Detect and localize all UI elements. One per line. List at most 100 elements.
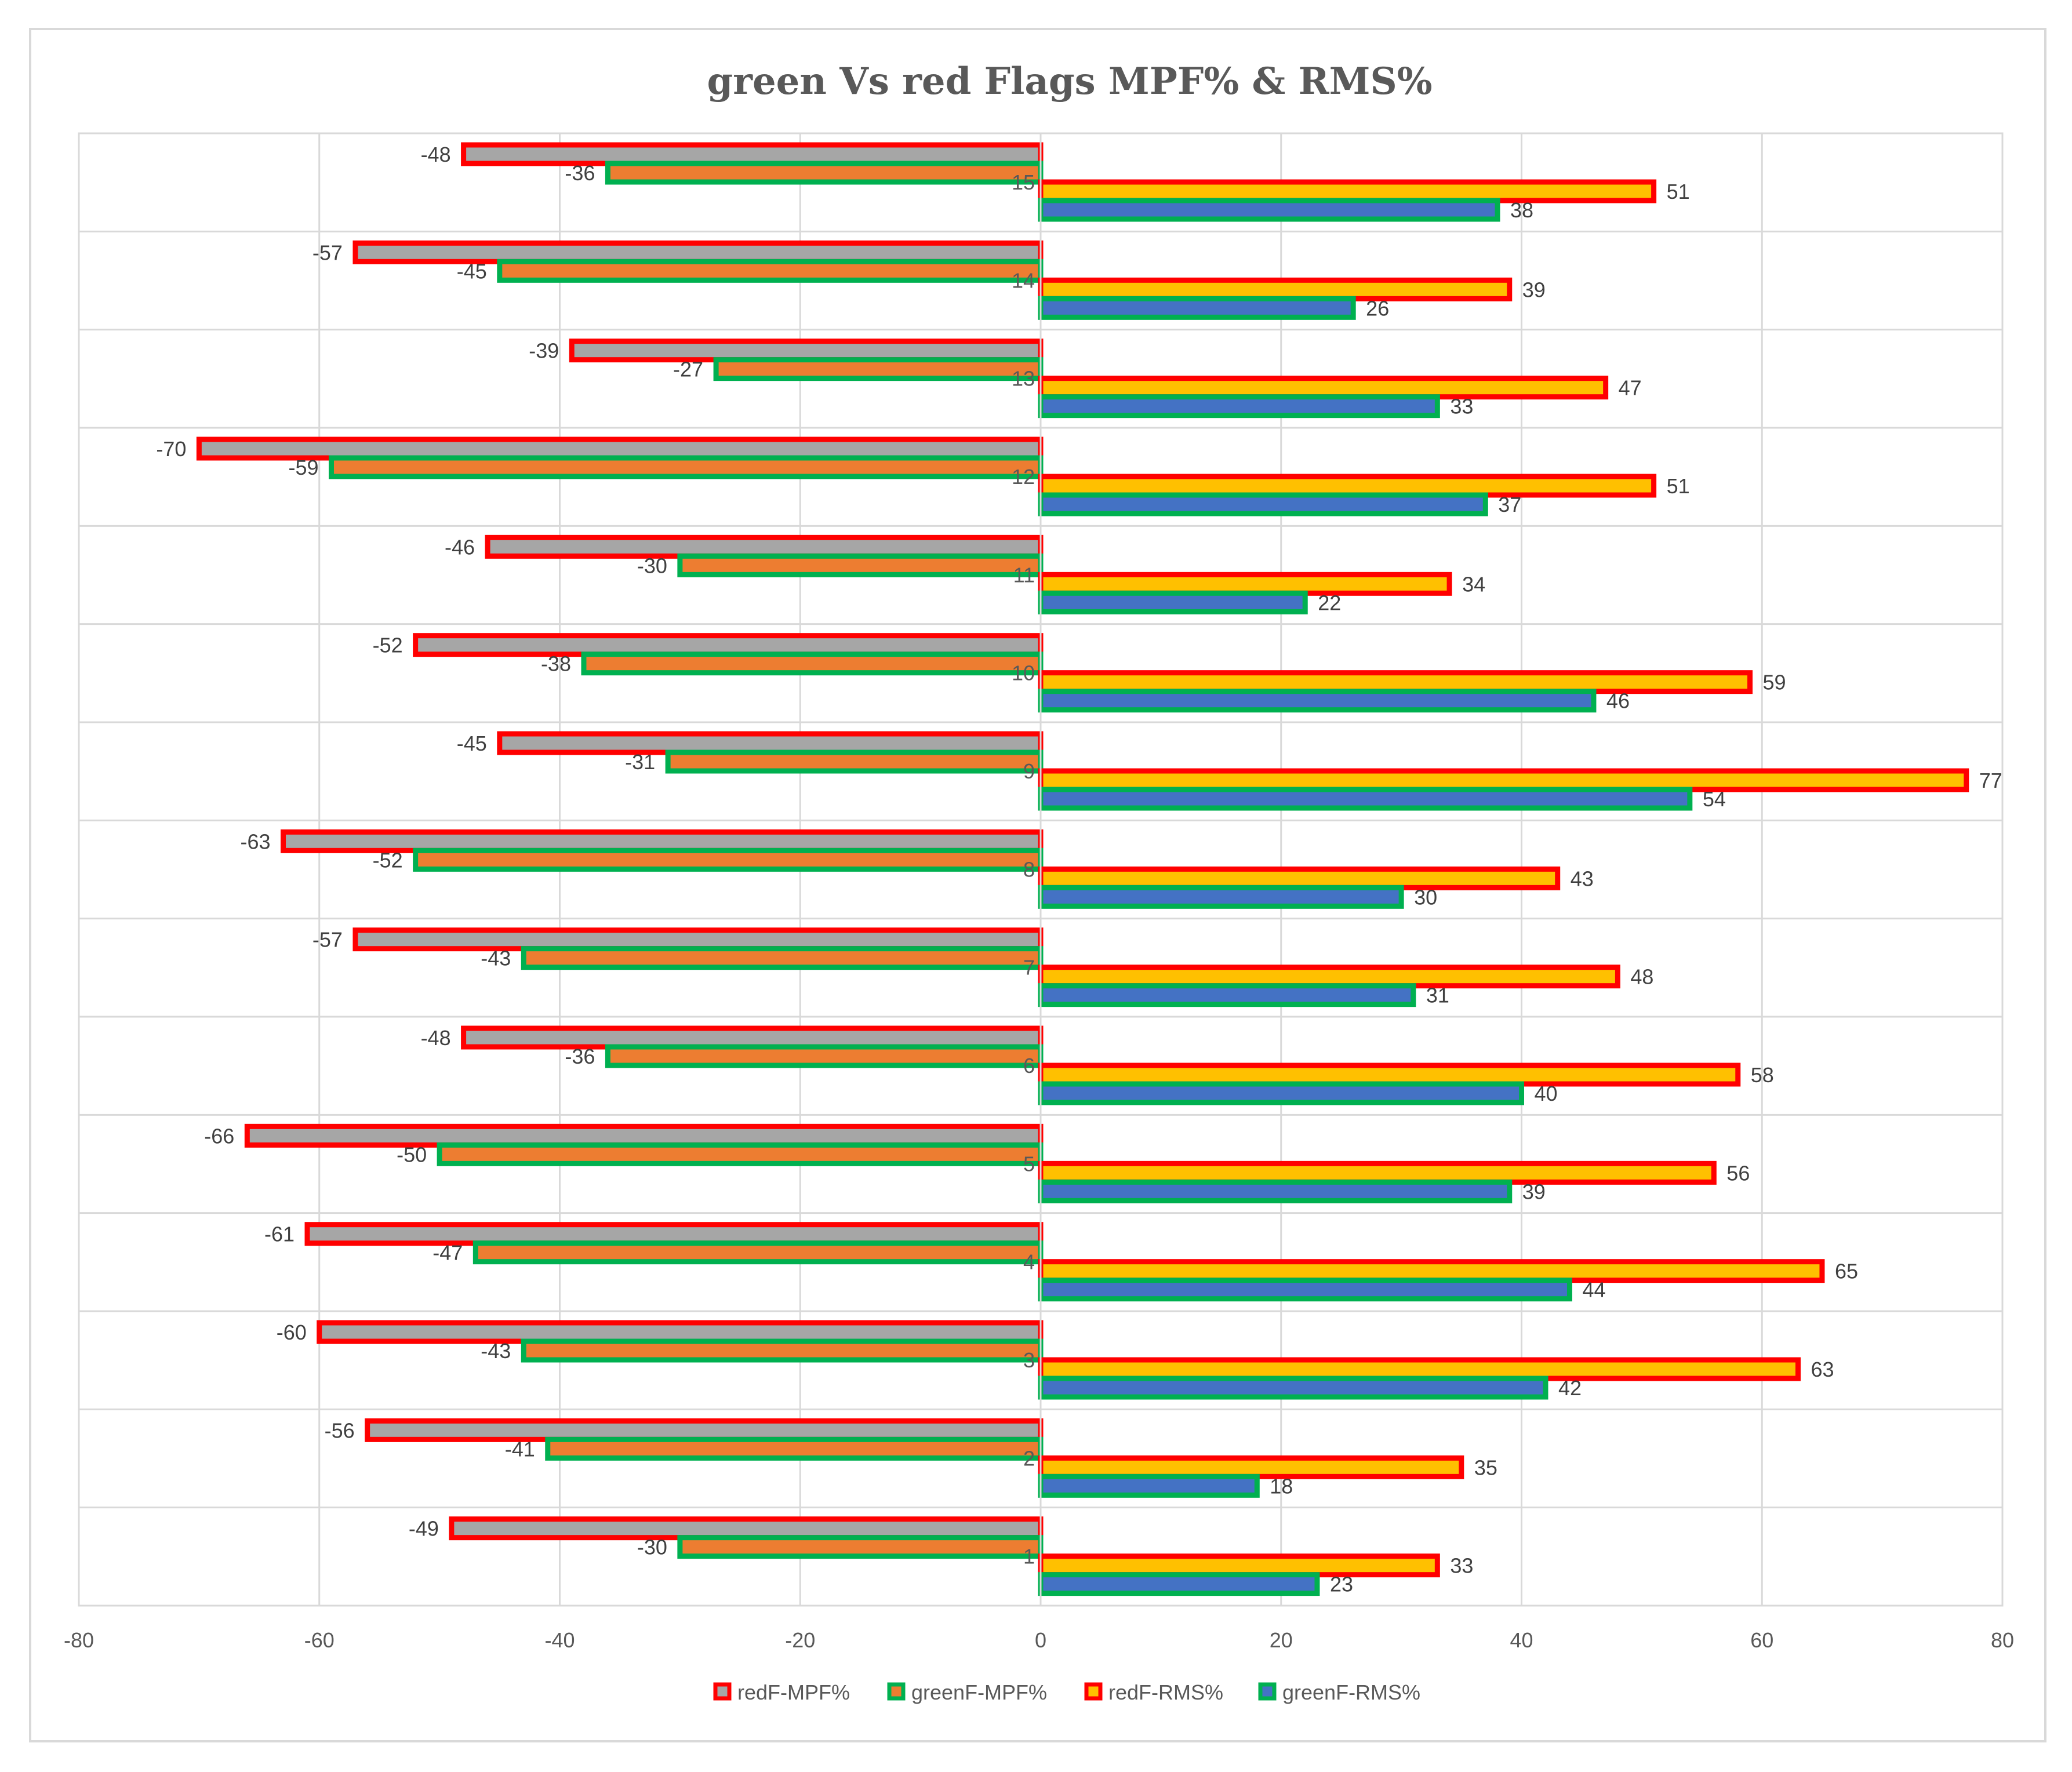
y-tick-label: 15 <box>1012 170 1035 194</box>
data-label: -61 <box>264 1222 295 1246</box>
bar <box>304 1222 1044 1246</box>
legend-label: greenF-MPF% <box>911 1680 1047 1704</box>
bars <box>196 142 1969 1596</box>
y-tick-label: 7 <box>1023 956 1035 980</box>
bar <box>1038 572 1452 596</box>
bar <box>461 1025 1044 1050</box>
data-label: 77 <box>1979 769 2002 792</box>
data-label: -45 <box>457 732 487 755</box>
data-label: 22 <box>1318 591 1341 614</box>
bar <box>1038 394 1440 419</box>
data-label: -60 <box>277 1320 307 1344</box>
bar <box>1038 1553 1440 1578</box>
data-label: 65 <box>1835 1260 1858 1283</box>
x-tick-label: -20 <box>785 1628 815 1652</box>
bar <box>1038 689 1597 713</box>
bar <box>485 534 1044 559</box>
bar <box>545 1436 1044 1461</box>
y-tick-label: 14 <box>1012 268 1035 292</box>
data-label: -63 <box>241 829 271 853</box>
data-label: 56 <box>1726 1161 1750 1185</box>
data-label: -36 <box>565 161 595 185</box>
bar <box>1038 768 1969 792</box>
x-tick-label: 20 <box>1270 1628 1293 1652</box>
data-label: -43 <box>481 1339 511 1363</box>
legend-label: redF-MPF% <box>737 1680 850 1704</box>
data-label: 46 <box>1606 689 1630 713</box>
legend[interactable]: redF-MPF% greenF-MPF% redF-RMS% greenF-RMS% <box>713 1680 1420 1704</box>
data-label: 51 <box>1667 180 1690 203</box>
bar <box>317 1320 1044 1344</box>
data-label: 44 <box>1582 1278 1605 1302</box>
bar <box>1038 474 1657 498</box>
bar <box>569 339 1044 363</box>
y-tick-label: 8 <box>1023 857 1035 881</box>
chart-title: green Vs red Flags MPF% & RMS% <box>707 60 1432 103</box>
data-label: -70 <box>156 437 186 461</box>
bar <box>1038 590 1308 614</box>
data-label: 42 <box>1558 1376 1582 1400</box>
x-tick-label: 60 <box>1750 1628 1773 1652</box>
bar <box>1038 492 1488 516</box>
bar <box>677 553 1044 577</box>
data-label: 33 <box>1450 395 1473 419</box>
bar <box>665 749 1044 774</box>
x-tick-label: -60 <box>304 1628 335 1652</box>
bar <box>1038 1376 1548 1400</box>
y-tick-label: 9 <box>1023 759 1035 783</box>
bar <box>1038 1278 1572 1302</box>
bar <box>605 161 1044 185</box>
y-tick-label: 2 <box>1023 1446 1035 1470</box>
bar <box>352 927 1044 952</box>
data-label: -49 <box>409 1517 439 1541</box>
data-labels: -49-303323-56-413518-60-436342-61-476544… <box>156 143 2002 1596</box>
bar <box>413 633 1044 657</box>
x-tick-label: 40 <box>1510 1628 1533 1652</box>
data-label: -39 <box>529 339 559 363</box>
data-label: -45 <box>457 259 487 283</box>
bar <box>1038 1160 1717 1185</box>
data-label: 23 <box>1330 1573 1353 1596</box>
bar <box>1038 1259 1825 1283</box>
bar <box>1038 885 1404 909</box>
bar <box>521 946 1044 970</box>
data-label: 39 <box>1522 1180 1546 1203</box>
data-label: 35 <box>1474 1456 1497 1479</box>
y-tick-label: 3 <box>1023 1348 1035 1372</box>
bar <box>328 455 1044 479</box>
bar <box>365 1418 1044 1442</box>
bar <box>713 357 1044 381</box>
data-label: -43 <box>481 947 511 970</box>
bar <box>1038 1473 1260 1498</box>
bar <box>677 1535 1044 1559</box>
data-label: 51 <box>1667 474 1690 498</box>
data-label: 26 <box>1366 296 1389 320</box>
bar <box>413 847 1044 872</box>
bar <box>581 652 1044 676</box>
bar <box>1038 1455 1464 1479</box>
legend-swatch <box>1084 1682 1103 1701</box>
data-label: -52 <box>373 848 403 872</box>
data-label: 18 <box>1270 1474 1293 1498</box>
y-tick-label: 10 <box>1012 661 1035 685</box>
bar <box>437 1142 1044 1166</box>
y-tick-label: 6 <box>1023 1054 1035 1078</box>
data-label: 38 <box>1510 198 1533 222</box>
data-label: -27 <box>673 358 703 381</box>
legend-item[interactable]: greenF-MPF% <box>887 1680 1047 1704</box>
data-label: -52 <box>373 634 403 657</box>
y-tick-label: 12 <box>1012 465 1035 489</box>
data-label: -59 <box>288 456 318 479</box>
x-tick-label: -80 <box>64 1628 94 1652</box>
data-label: -38 <box>541 652 571 676</box>
bar <box>196 436 1044 461</box>
bar <box>605 1044 1044 1068</box>
legend-item[interactable]: greenF-RMS% <box>1258 1680 1420 1704</box>
chart-frame: green Vs red Flags MPF% & RMS% -49 -30 33 2… <box>29 28 2046 1742</box>
legend-swatch <box>1258 1682 1277 1701</box>
bar <box>1038 1081 1524 1105</box>
data-label: -46 <box>445 535 475 559</box>
legend-item[interactable]: redF-RMS% <box>1084 1680 1223 1704</box>
bar <box>1038 983 1416 1007</box>
legend-item[interactable]: redF-MPF% <box>713 1680 850 1704</box>
